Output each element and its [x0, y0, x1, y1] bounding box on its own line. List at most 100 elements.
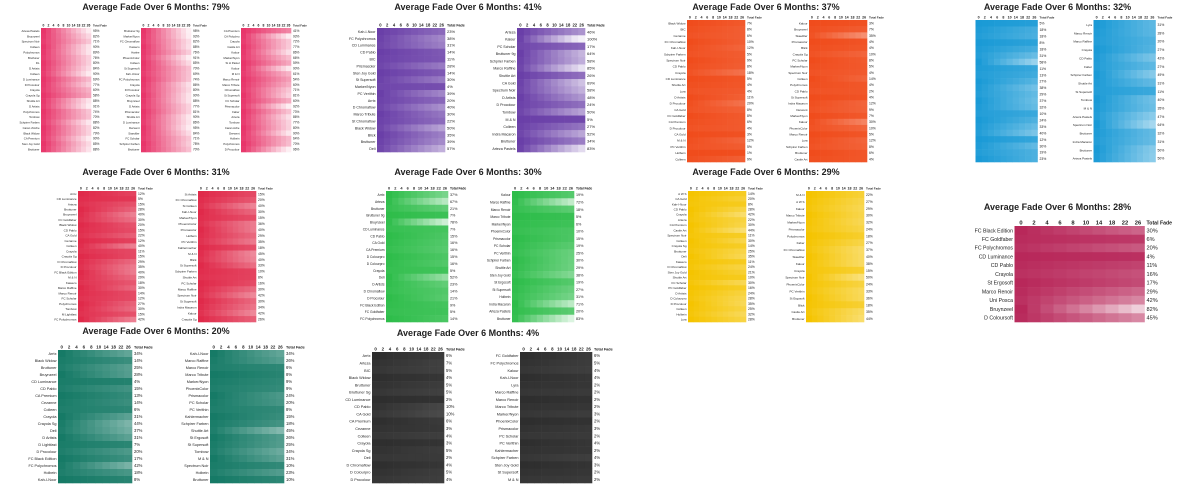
row-label: Bruttuner 9g [366, 214, 384, 218]
total-fade-value: 3% [446, 426, 452, 431]
fade-cell [1018, 155, 1026, 163]
total-fade-value: 35% [748, 255, 755, 259]
fade-cell [271, 81, 277, 88]
fade-cell [241, 44, 247, 50]
fade-cell [811, 197, 818, 206]
fade-cell [555, 271, 562, 279]
fade-cell [733, 26, 740, 33]
fade-cell [577, 395, 586, 404]
fade-cell [372, 352, 380, 360]
fade-cell [390, 145, 398, 153]
fade-cell [536, 234, 544, 243]
fade-cell [269, 364, 277, 372]
fade-cell [578, 64, 586, 73]
fade-cell [215, 274, 222, 281]
fade-cell [1093, 145, 1100, 154]
fade-cell [1131, 260, 1145, 270]
row-label: Shuttle Art [495, 266, 510, 270]
fade-cell [1143, 111, 1150, 121]
fade-cell [555, 300, 562, 308]
fade-cell [124, 211, 131, 218]
fade-cell [733, 137, 740, 144]
fade-cell [555, 198, 562, 206]
fade-cell [101, 217, 108, 223]
fade-cell [435, 308, 443, 316]
fade-cell [271, 60, 277, 67]
fade-cell [838, 75, 845, 83]
fade-cell [102, 399, 111, 407]
fade-cell [829, 308, 836, 316]
fade-cell [417, 41, 425, 49]
fade-cell [577, 381, 586, 389]
fade-cell [227, 256, 234, 263]
fade-cell [564, 64, 572, 73]
fade-cell [557, 144, 565, 153]
fade-cell [392, 287, 399, 295]
fade-cell [46, 38, 52, 45]
fade-cell [717, 285, 724, 291]
fade-cell [829, 280, 836, 288]
month-tick-label: 22 [734, 16, 738, 20]
fade-cell [166, 125, 172, 131]
fade-cell [95, 201, 102, 208]
fade-cell [858, 259, 865, 268]
fade-cell [224, 364, 233, 372]
fade-cell [251, 54, 257, 61]
fade-cell [716, 32, 723, 39]
fade-cell [66, 108, 72, 115]
fade-cell [46, 135, 52, 142]
row-label: Bruttuner [41, 366, 57, 370]
fade-cell [71, 87, 77, 93]
fade-cell [171, 33, 177, 40]
fade-cell [232, 256, 239, 263]
fade-cell [254, 469, 263, 477]
total-fade-value: 76% [93, 56, 100, 60]
row-label: DL [36, 61, 40, 65]
fade-cell [423, 308, 430, 316]
fade-cell [227, 274, 234, 281]
fade-cell [728, 269, 735, 276]
fade-cell [578, 86, 586, 94]
fade-cell [1031, 116, 1038, 124]
fade-cell [423, 301, 430, 309]
fade-cell [422, 461, 430, 469]
fade-cell [721, 100, 728, 107]
total-fade-header: Total Fade [587, 24, 605, 28]
fade-cell [146, 119, 152, 126]
fade-cell [843, 57, 850, 64]
fade-cell [254, 455, 263, 463]
month-tick-label: 18 [430, 186, 435, 191]
fade-cell [404, 315, 412, 323]
fade-cell [232, 202, 239, 210]
fade-cell [820, 32, 827, 39]
fade-cell [286, 130, 292, 137]
total-fade-value: 5% [446, 368, 452, 373]
total-fade-value: 4% [747, 126, 752, 130]
total-fade-value: 39% [447, 91, 455, 96]
fade-cell [95, 243, 102, 249]
fade-cell [151, 98, 157, 104]
fade-cell [101, 253, 108, 260]
fade-cell [251, 49, 257, 56]
fade-cell [95, 357, 103, 365]
row-label: Kah-I-Noor [672, 202, 687, 206]
fade-cell [987, 20, 995, 27]
fade-cell [1006, 149, 1013, 156]
fade-cell [256, 108, 262, 115]
fade-cell [693, 259, 700, 265]
row-label: CD Pablo [1079, 56, 1092, 60]
row-label: M Lightfast [62, 312, 77, 316]
fade-cell [698, 131, 705, 138]
fade-cell [161, 87, 167, 93]
fade-cell [721, 32, 728, 39]
fade-cell [705, 232, 712, 239]
total-fade-value: 25% [134, 365, 143, 370]
fade-cell [117, 476, 125, 484]
month-tick-label: 22 [245, 187, 249, 191]
fade-cell [556, 388, 564, 396]
fade-cell [692, 26, 699, 33]
row-label: PC Scholar [494, 244, 512, 248]
total-fade-value: 18% [866, 303, 873, 307]
fade-cell [733, 155, 740, 163]
fade-cell [543, 227, 550, 235]
